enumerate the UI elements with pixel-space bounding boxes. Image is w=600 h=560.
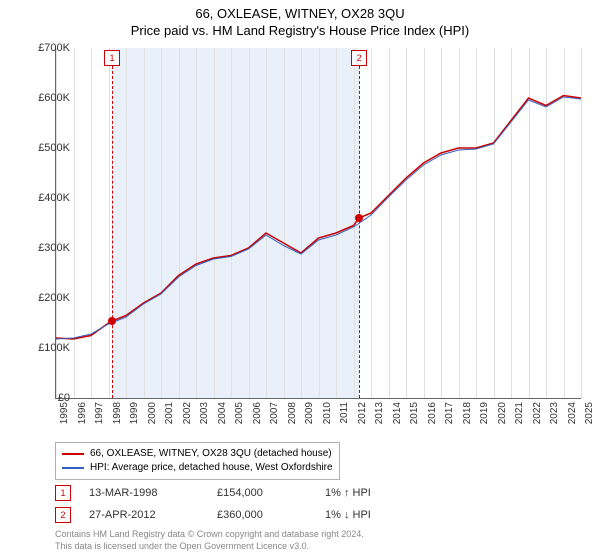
x-axis-label: 2025 bbox=[584, 402, 595, 424]
y-axis-label: £0 bbox=[20, 392, 70, 404]
x-axis-label: 1999 bbox=[129, 402, 140, 424]
x-axis-label: 2023 bbox=[549, 402, 560, 424]
legend-item: 66, OXLEASE, WITNEY, OX28 3QU (detached … bbox=[62, 447, 333, 461]
footer-line: Contains HM Land Registry data © Crown c… bbox=[55, 528, 364, 540]
x-axis-label: 2007 bbox=[269, 402, 280, 424]
y-axis-label: £100K bbox=[20, 342, 70, 354]
sale-price: £154,000 bbox=[217, 487, 307, 499]
x-axis-label: 2013 bbox=[374, 402, 385, 424]
x-axis-label: 2004 bbox=[217, 402, 228, 424]
x-axis-label: 2006 bbox=[252, 402, 263, 424]
sale-vs-hpi: 1% ↓ HPI bbox=[325, 509, 371, 521]
y-axis-label: £700K bbox=[20, 42, 70, 54]
attribution-footer: Contains HM Land Registry data © Crown c… bbox=[55, 528, 364, 552]
x-axis-label: 2017 bbox=[444, 402, 455, 424]
sales-row: 2 27-APR-2012 £360,000 1% ↓ HPI bbox=[55, 504, 371, 526]
legend: 66, OXLEASE, WITNEY, OX28 3QU (detached … bbox=[55, 442, 340, 480]
line-series-svg bbox=[56, 48, 581, 398]
legend-label: HPI: Average price, detached house, West… bbox=[90, 461, 333, 475]
sale-dot bbox=[355, 214, 363, 222]
chart-title: 66, OXLEASE, WITNEY, OX28 3QU bbox=[0, 0, 600, 21]
x-axis-label: 2010 bbox=[322, 402, 333, 424]
x-axis-label: 2020 bbox=[497, 402, 508, 424]
x-axis-label: 2019 bbox=[479, 402, 490, 424]
legend-swatch bbox=[62, 467, 84, 469]
legend-item: HPI: Average price, detached house, West… bbox=[62, 461, 333, 475]
x-axis-label: 2008 bbox=[287, 402, 298, 424]
sale-vs-hpi: 1% ↑ HPI bbox=[325, 487, 371, 499]
legend-swatch bbox=[62, 453, 84, 455]
x-axis-label: 2002 bbox=[182, 402, 193, 424]
x-axis-label: 2001 bbox=[164, 402, 175, 424]
sale-marker-box: 1 bbox=[104, 50, 120, 66]
x-axis-label: 1995 bbox=[59, 402, 70, 424]
chart-container: 66, OXLEASE, WITNEY, OX28 3QU Price paid… bbox=[0, 0, 600, 560]
sale-date: 27-APR-2012 bbox=[89, 509, 199, 521]
x-axis-label: 1997 bbox=[94, 402, 105, 424]
sale-marker-badge: 1 bbox=[55, 485, 71, 501]
sale-marker-box: 2 bbox=[351, 50, 367, 66]
y-axis-label: £200K bbox=[20, 292, 70, 304]
sale-marker-line bbox=[359, 66, 360, 398]
series-line bbox=[56, 97, 581, 339]
sale-date: 13-MAR-1998 bbox=[89, 487, 199, 499]
x-axis-label: 1998 bbox=[112, 402, 123, 424]
x-axis-label: 2024 bbox=[567, 402, 578, 424]
chart-subtitle: Price paid vs. HM Land Registry's House … bbox=[0, 21, 600, 38]
x-axis-label: 2022 bbox=[532, 402, 543, 424]
x-axis-label: 1996 bbox=[77, 402, 88, 424]
x-axis-label: 2012 bbox=[357, 402, 368, 424]
footer-line: This data is licensed under the Open Gov… bbox=[55, 540, 364, 552]
x-axis-label: 2003 bbox=[199, 402, 210, 424]
series-line bbox=[56, 96, 581, 340]
legend-label: 66, OXLEASE, WITNEY, OX28 3QU (detached … bbox=[90, 447, 332, 461]
sales-table: 1 13-MAR-1998 £154,000 1% ↑ HPI 2 27-APR… bbox=[55, 482, 371, 526]
sale-marker-badge: 2 bbox=[55, 507, 71, 523]
sales-row: 1 13-MAR-1998 £154,000 1% ↑ HPI bbox=[55, 482, 371, 504]
y-axis-label: £500K bbox=[20, 142, 70, 154]
y-axis-label: £400K bbox=[20, 192, 70, 204]
x-axis-label: 2018 bbox=[462, 402, 473, 424]
x-axis-label: 2005 bbox=[234, 402, 245, 424]
x-axis-label: 2011 bbox=[339, 402, 350, 424]
x-axis-label: 2014 bbox=[392, 402, 403, 424]
x-axis-label: 2016 bbox=[427, 402, 438, 424]
y-axis-label: £600K bbox=[20, 92, 70, 104]
sale-marker-line bbox=[112, 66, 113, 398]
x-axis-label: 2015 bbox=[409, 402, 420, 424]
sale-price: £360,000 bbox=[217, 509, 307, 521]
gridline bbox=[581, 48, 582, 398]
x-axis-label: 2009 bbox=[304, 402, 315, 424]
x-axis-label: 2000 bbox=[147, 402, 158, 424]
sale-dot bbox=[108, 317, 116, 325]
plot-area: 12 bbox=[55, 48, 581, 399]
y-axis-label: £300K bbox=[20, 242, 70, 254]
x-axis-label: 2021 bbox=[514, 402, 525, 424]
